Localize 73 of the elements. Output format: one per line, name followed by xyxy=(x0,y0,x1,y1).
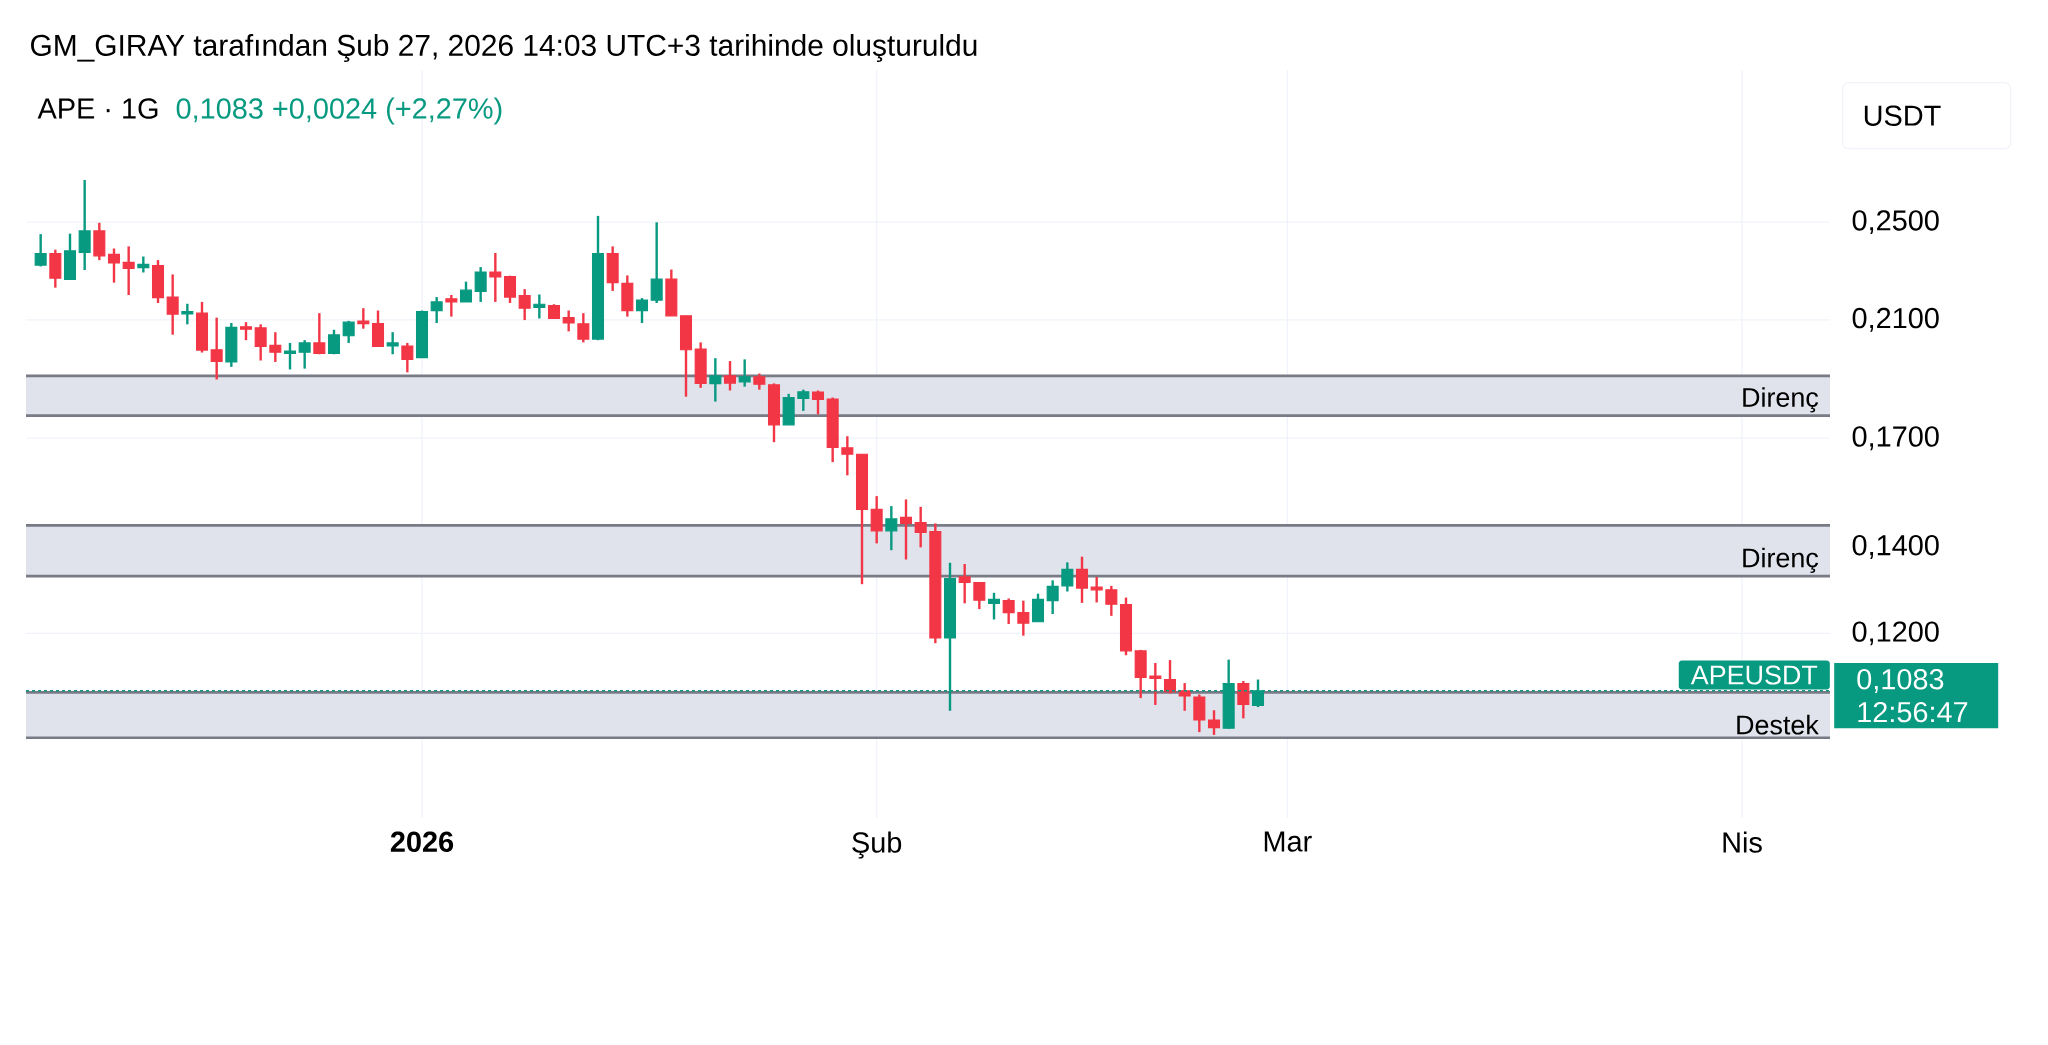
candlestick xyxy=(34,232,47,268)
text: 12:56:47 xyxy=(1858,701,1968,723)
candlestick xyxy=(1237,679,1250,720)
y-axis-title: USDT xyxy=(1864,105,1941,126)
candlestick xyxy=(1046,579,1059,616)
candlestick xyxy=(327,328,341,356)
candlestick xyxy=(973,581,986,611)
candlestick xyxy=(841,435,854,477)
candlestick xyxy=(885,504,898,552)
candlestick xyxy=(254,323,267,362)
candlestick xyxy=(1061,561,1074,593)
x-tick-label: Nis xyxy=(1723,831,1762,853)
candlestick xyxy=(797,388,810,413)
y-tick-label: 0,1700 xyxy=(1852,426,1939,451)
candlestick xyxy=(386,331,399,356)
candlestick xyxy=(503,274,517,305)
candlestick xyxy=(1149,661,1162,707)
candlestick xyxy=(445,293,458,318)
band-label: Destek xyxy=(1737,714,1819,735)
candlestick xyxy=(210,316,223,381)
candlestick xyxy=(401,341,414,374)
band-label: Direnç xyxy=(1743,387,1819,413)
candlestick xyxy=(577,311,590,344)
candlestick xyxy=(1075,555,1089,605)
text: 0,1083 +0,0024 (+2,27%) xyxy=(176,97,502,125)
candlestick xyxy=(430,295,443,325)
candlestick xyxy=(474,265,487,304)
candlestick xyxy=(78,178,91,272)
x-tick-label: Mar xyxy=(1264,831,1312,852)
y-tick-label: 0,1200 xyxy=(1852,621,1939,646)
candlestick xyxy=(650,221,663,305)
candlestick xyxy=(107,247,121,284)
candlestick xyxy=(1178,681,1191,712)
y-tick-label: 0,1400 xyxy=(1852,535,1939,559)
candlestick xyxy=(283,341,297,371)
candlestick xyxy=(1002,597,1015,626)
candlestick xyxy=(298,338,311,370)
x-tick-label: 2026 xyxy=(390,831,454,852)
candlestick xyxy=(635,296,649,325)
candlestick xyxy=(1105,584,1118,618)
candlestick xyxy=(342,319,355,345)
band-label: Direnç xyxy=(1743,547,1819,573)
candlestick xyxy=(166,273,179,336)
candlestick xyxy=(181,302,194,326)
text: GM_GIRAY tarafından Şub 27, 2026 14:03 UTC+3 tarihinde oluşturuldu xyxy=(31,33,977,62)
candlestick xyxy=(1017,599,1030,637)
y-tick-label: 0,2100 xyxy=(1852,307,1939,332)
x-tick-label: Şub xyxy=(852,831,902,859)
text: 0,1083 xyxy=(1857,669,1944,693)
candlestick xyxy=(738,358,751,388)
candlestick xyxy=(562,309,575,333)
candlestick xyxy=(958,562,971,605)
y-tick-label: 0,2500 xyxy=(1852,210,1939,235)
candlestick xyxy=(459,280,473,304)
candlestick xyxy=(987,591,1001,621)
candlestick xyxy=(518,287,531,322)
candlestick xyxy=(1031,592,1045,623)
candlestick xyxy=(269,331,282,364)
candlestick xyxy=(122,245,135,297)
candlestick xyxy=(489,251,502,304)
candlestick xyxy=(899,498,913,561)
candlestick xyxy=(357,306,370,330)
candlestick xyxy=(1207,709,1221,737)
text: APE · 1G xyxy=(37,98,158,119)
candlestick xyxy=(709,356,722,403)
candlestick xyxy=(313,311,326,356)
ref-line-label: APEUSDT xyxy=(1690,665,1818,685)
candlestick xyxy=(914,505,927,549)
candlestick xyxy=(723,359,737,392)
candlestick xyxy=(870,494,883,545)
candlestick xyxy=(1193,693,1206,734)
candlestick xyxy=(371,309,385,349)
candlestick xyxy=(533,293,546,320)
